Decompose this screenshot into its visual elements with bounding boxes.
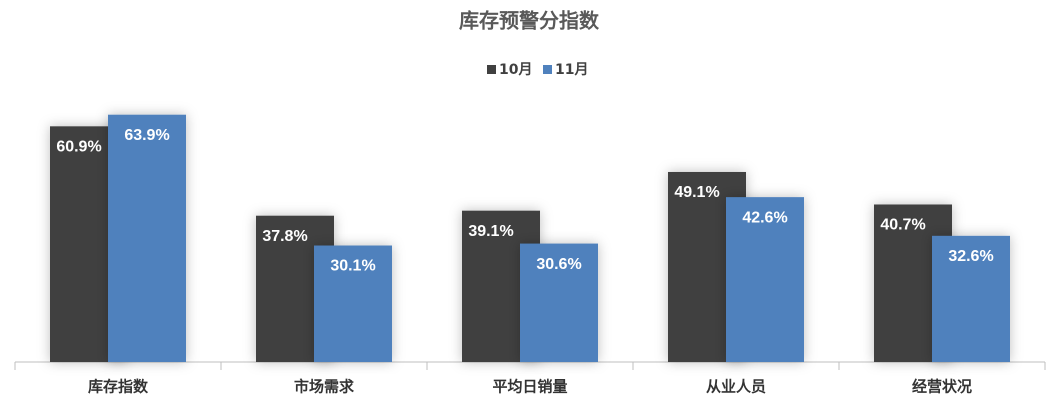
value-label: 63.9% xyxy=(124,127,169,144)
value-label: 39.1% xyxy=(468,223,513,240)
legend-swatch xyxy=(487,65,496,74)
x-tick-label: 从业人员 xyxy=(706,378,766,396)
x-tick-label: 市场需求 xyxy=(294,378,355,396)
legend-label: 11月 xyxy=(555,62,588,78)
value-label: 60.9% xyxy=(56,139,101,156)
x-tick-label: 平均日销量 xyxy=(492,378,567,396)
bar xyxy=(108,114,186,362)
legend-swatch xyxy=(543,65,552,74)
x-tick-label: 经营状况 xyxy=(912,378,972,396)
bar xyxy=(520,243,598,362)
legend-label: 10月 xyxy=(499,62,532,78)
value-label: 49.1% xyxy=(674,184,719,201)
value-label: 37.8% xyxy=(262,228,307,245)
value-label: 42.6% xyxy=(742,209,787,226)
chart-title: 库存预警分指数 xyxy=(459,9,600,33)
value-label: 32.6% xyxy=(948,248,993,265)
value-label: 40.7% xyxy=(880,217,925,234)
value-label: 30.6% xyxy=(536,256,581,273)
x-tick-label: 库存指数 xyxy=(88,378,149,396)
bar xyxy=(314,245,392,362)
value-label: 30.1% xyxy=(330,258,375,275)
bar xyxy=(726,197,804,362)
bar xyxy=(932,235,1010,362)
